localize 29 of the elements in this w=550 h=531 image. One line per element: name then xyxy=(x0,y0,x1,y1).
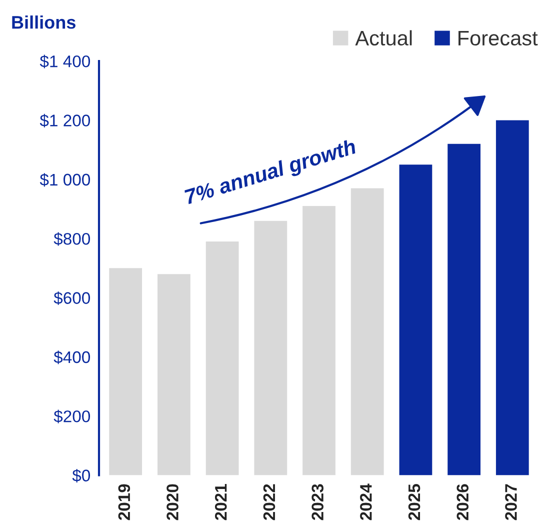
bar xyxy=(350,188,384,476)
y-tick-label: $1 000 xyxy=(40,173,90,187)
y-tick-label: $400 xyxy=(54,350,90,364)
bar xyxy=(496,120,529,476)
x-tick-label: 2021 xyxy=(214,484,227,520)
x-tick-label: 2023 xyxy=(312,484,324,520)
x-tick-label: 2026 xyxy=(456,484,469,520)
x-tick-label: 2024 xyxy=(360,484,372,520)
y-tick-label: $1 200 xyxy=(40,114,90,128)
bar xyxy=(109,268,142,476)
bar xyxy=(254,220,288,476)
x-tick-label: 2022 xyxy=(263,484,276,520)
y-tick-label: $0 xyxy=(72,468,90,482)
bar xyxy=(302,206,336,476)
y-tick-label: $800 xyxy=(54,232,90,246)
bar xyxy=(448,144,480,476)
x-tick-label: 2019 xyxy=(118,484,130,520)
bar xyxy=(158,274,190,476)
y-tick-label: $1 400 xyxy=(40,54,90,68)
y-tick-label: $200 xyxy=(54,410,90,424)
legend-label: Actual xyxy=(355,30,412,46)
y-axis-title: Billions xyxy=(12,15,76,29)
x-tick-label: 2027 xyxy=(505,484,517,520)
bar xyxy=(206,242,239,476)
y-tick-label: $600 xyxy=(54,291,90,305)
legend-label: Forecast xyxy=(458,30,538,46)
bar xyxy=(399,164,432,476)
x-tick-label: 2020 xyxy=(166,484,178,520)
x-tick-label: 2025 xyxy=(408,484,420,520)
